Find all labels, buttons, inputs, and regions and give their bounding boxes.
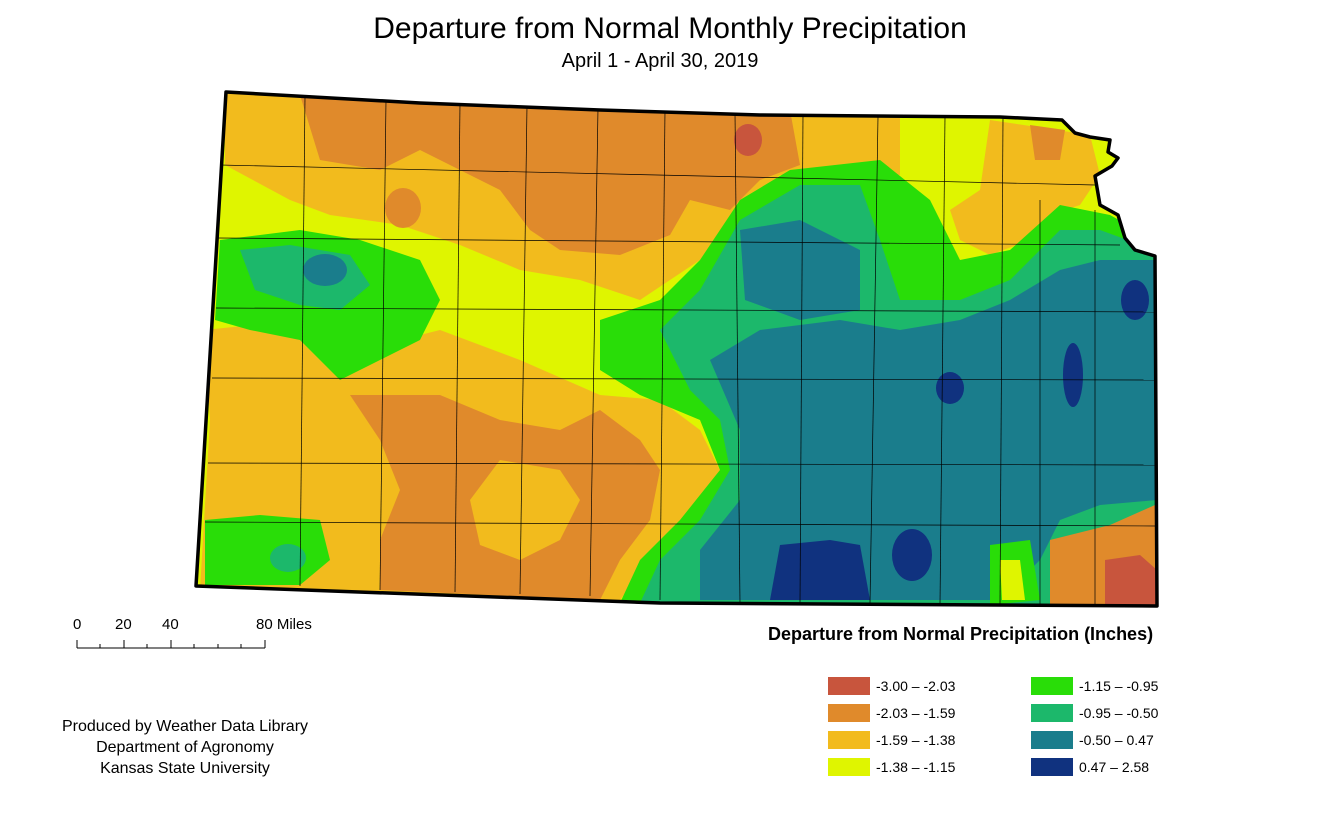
zone-orange-spot-1 [385,188,421,228]
zone-east-teal [700,260,1157,600]
legend-label: -2.03 – -1.59 [876,705,956,721]
scale-bar: 0 20 40 80 Miles [70,616,330,656]
map-subtitle: April 1 - April 30, 2019 [561,50,759,72]
scale-ruler [76,640,266,649]
legend-label: 0.47 – 2.58 [1079,759,1150,775]
legend-swatch [828,731,870,749]
zone-blue-east [1063,343,1083,407]
legend-swatch [1031,731,1073,749]
zone-southwest-teal-green [270,544,306,572]
legend-title: Departure from Normal Precipitation (Inc… [768,624,1154,644]
zone-southeast-yellow [1000,560,1025,600]
legend-label: -0.95 – -0.50 [1079,705,1159,721]
zone-red-north [734,124,762,156]
kansas-border [194,90,1159,608]
zone-west-teal [303,254,347,286]
zone-south-amber-inner [470,460,580,560]
scale-label-0: 0 [73,616,82,633]
zone-blue-southeast [892,529,932,581]
legend-label: -1.59 – -1.38 [876,732,956,748]
legend-label: -1.38 – -1.15 [876,759,956,775]
legend-label: -0.50 – 0.47 [1079,732,1154,748]
legend-item: -0.95 – -0.50 [1031,703,1158,723]
legend-item: -1.15 – -0.95 [1031,676,1158,696]
scale-label-20: 20 [115,616,132,633]
credit-line-1: Produced by Weather Data Library [61,718,309,735]
zone-southwest-green [205,515,330,585]
legend-swatch [828,704,870,722]
zone-southeast-red [1105,555,1157,606]
legend-swatch [1031,704,1073,722]
zone-northeast-amber [950,120,1100,255]
county-lines [204,96,1157,605]
legend-item: -2.03 – -1.59 [828,703,955,723]
legend-item: -3.00 – -2.03 [828,676,955,696]
legend: -3.00 – -2.03 -2.03 – -1.59 -1.59 – -1.38 -… [828,676,1248,786]
legend-swatch [828,758,870,776]
legend-label: -1.15 – -0.95 [1079,678,1159,694]
kansas-precipitation-map [194,90,1159,608]
credits: Produced by Weather Data Library Departm… [30,716,340,779]
zone-teal-north [740,220,860,320]
legend-label: -3.00 – -2.03 [876,678,956,694]
zone-blue-central [936,372,964,404]
scale-label-80: 80 Miles [256,616,312,633]
zone-north-orange [300,95,800,255]
legend-item: 0.47 – 2.58 [1031,757,1149,777]
legend-item: -1.59 – -1.38 [828,730,955,750]
credit-line-2: Department of Agronomy [96,739,274,756]
legend-item: -0.50 – 0.47 [1031,730,1154,750]
legend-item: -1.38 – -1.15 [828,757,955,777]
legend-swatch [828,677,870,695]
legend-swatch [1031,758,1073,776]
zone-blue-south [770,540,870,600]
map-title: Departure from Normal Monthly Precipitat… [373,12,967,45]
legend-swatch [1031,677,1073,695]
zone-blue-northeast [1121,280,1149,320]
zone-northeast-orange [1030,125,1065,160]
scale-label-40: 40 [162,616,179,633]
credit-line-3: Kansas State University [100,760,270,777]
